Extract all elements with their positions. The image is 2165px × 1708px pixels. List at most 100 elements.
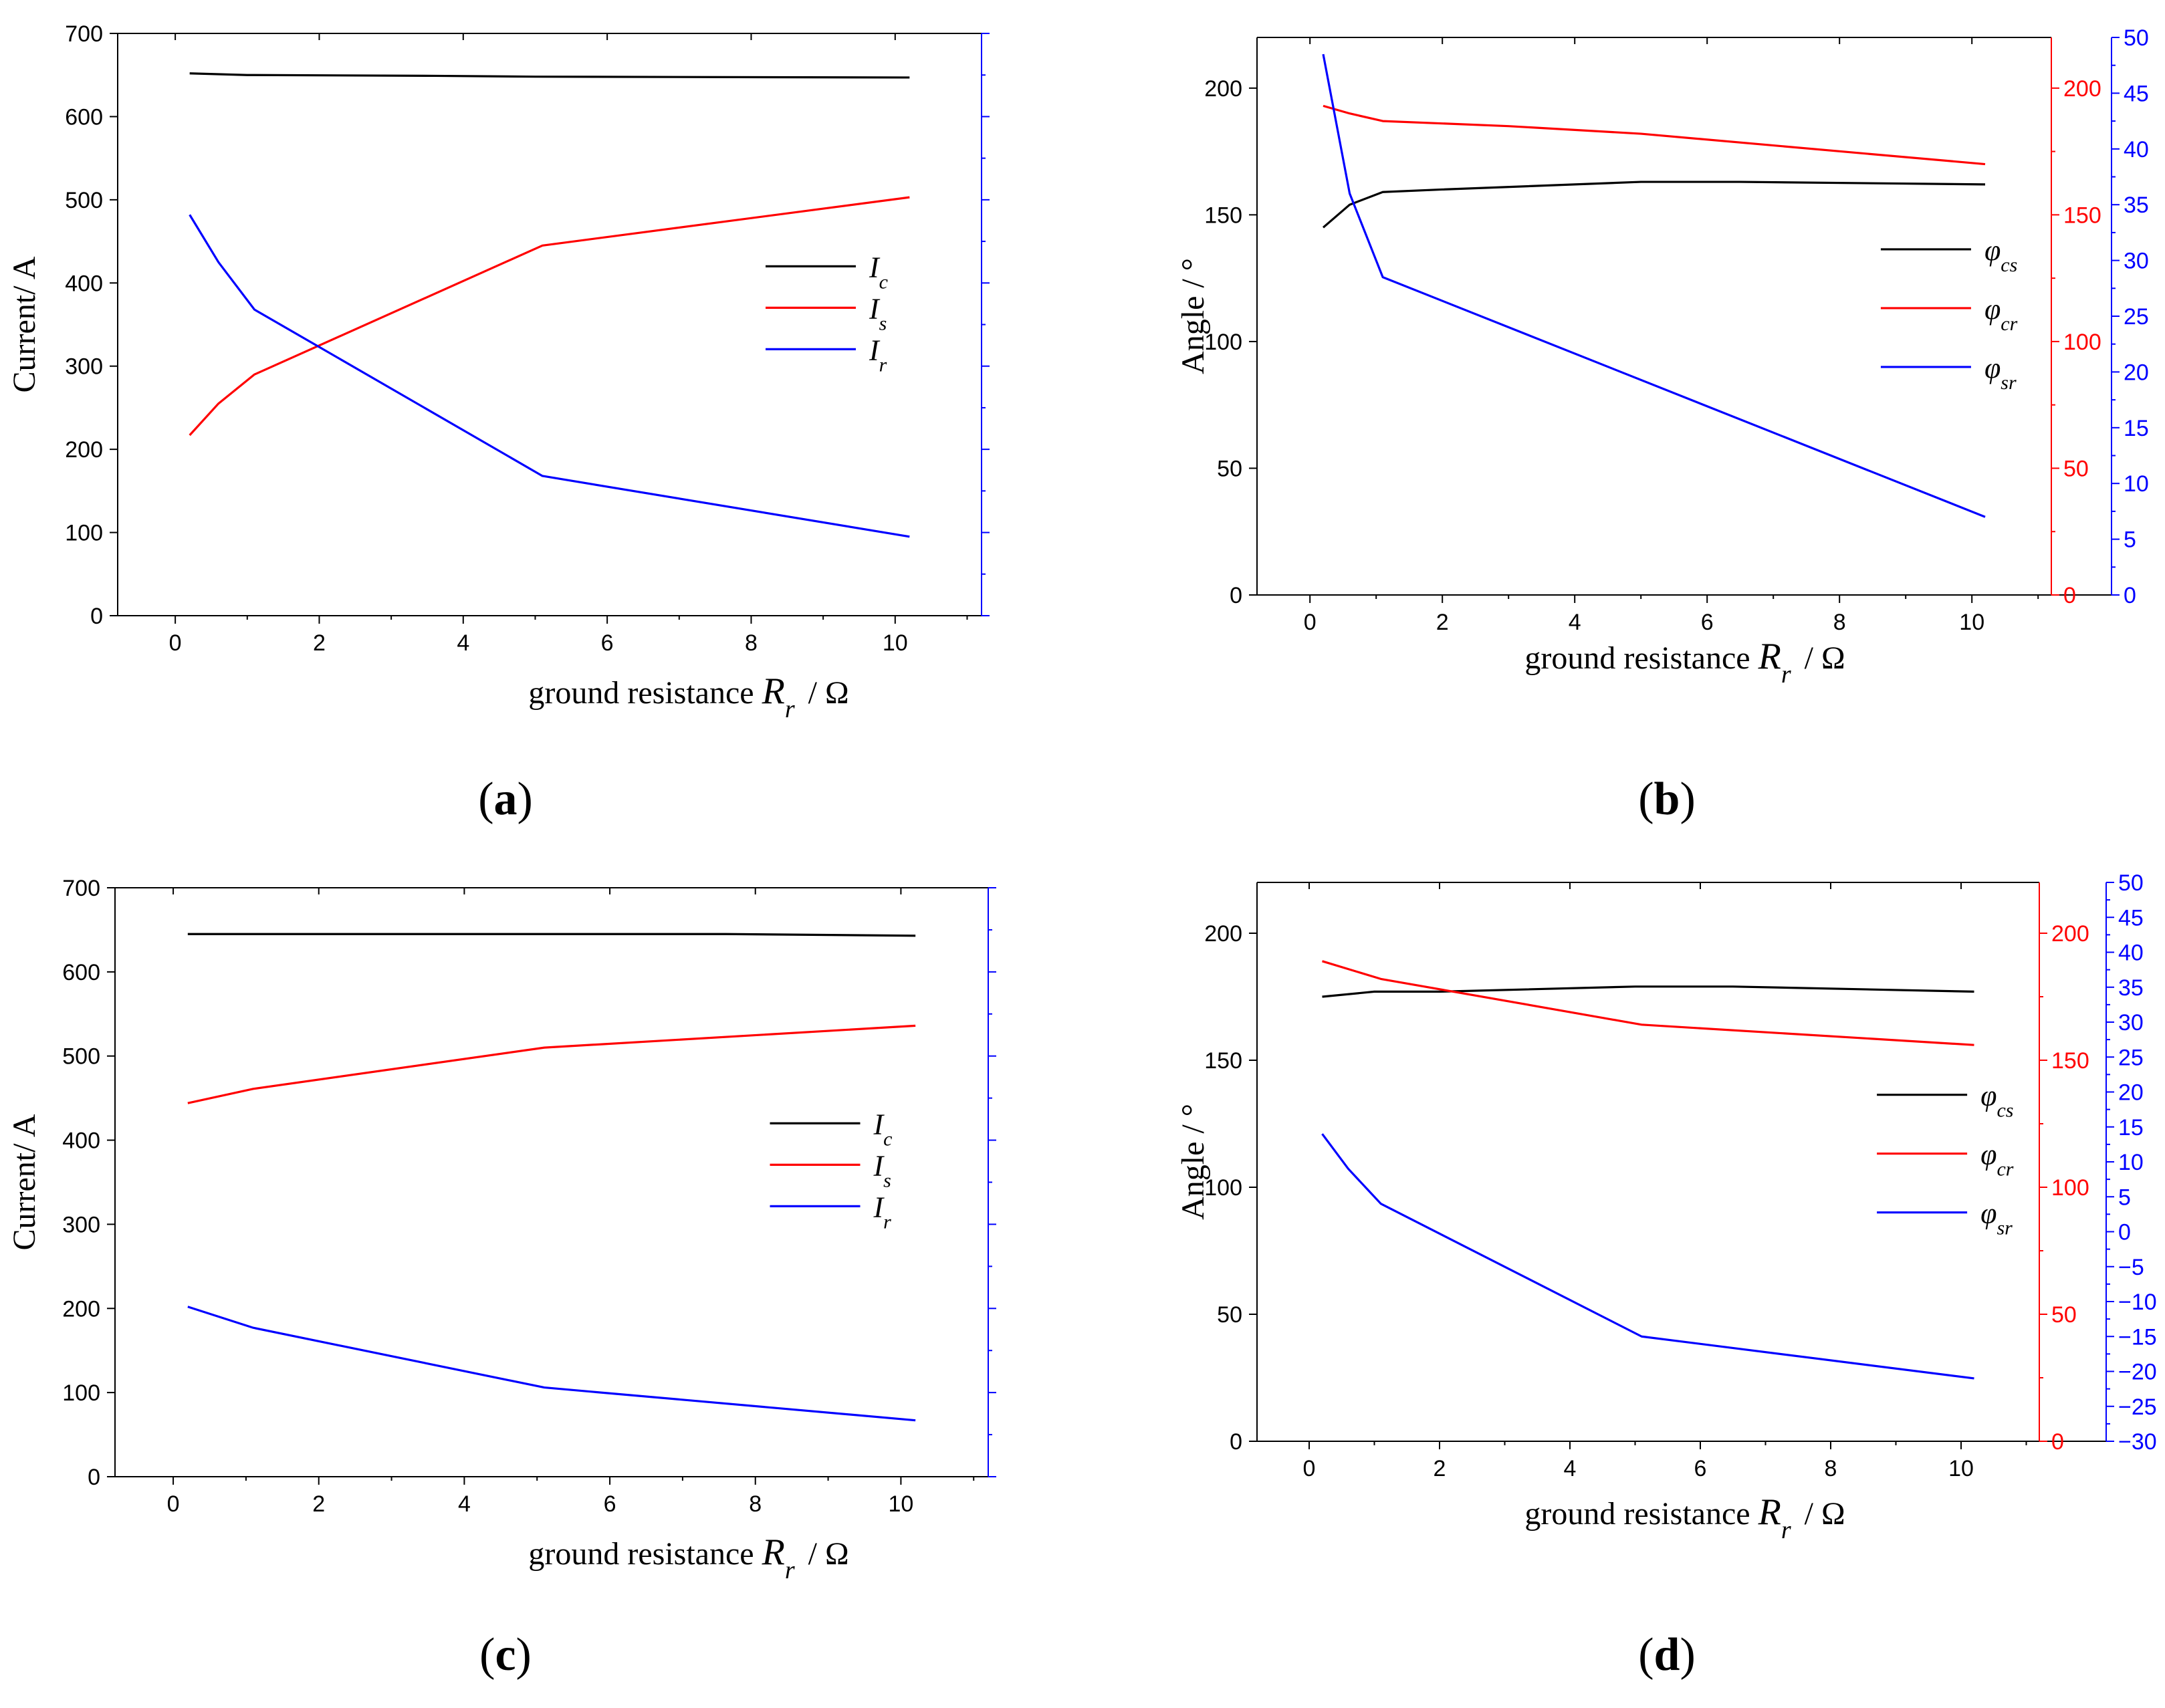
right-tick-label: 15 [2124, 416, 2149, 441]
x-axis-label: ground resistance Rr / Ω [528, 1532, 848, 1584]
right-tick-label: 200 [2063, 76, 2101, 102]
y-tick-label: 200 [1204, 921, 1242, 947]
x-tick-label: 2 [313, 630, 326, 656]
chart-d: 0 2 4 6 8 10050100150200050100150200−30−25−20… [1175, 870, 2157, 1681]
series-line-r [189, 214, 910, 538]
right-tick-label: 5 [2118, 1185, 2131, 1210]
right-tick-label: 45 [2118, 905, 2144, 931]
right-tick-label: 200 [2051, 921, 2089, 947]
y-axis-label: Angle / ° [1175, 258, 1211, 374]
y-tick-label: 600 [62, 960, 100, 985]
x-tick-label: 4 [458, 1491, 471, 1517]
x-tick-label: 6 [604, 1491, 616, 1517]
right-tick-label: 25 [2118, 1045, 2144, 1070]
y-tick-label: 150 [1204, 203, 1242, 228]
x-tick-label: 2 [312, 1491, 325, 1517]
x-tick-label: 8 [1825, 1456, 1837, 1481]
x-tick-label: 0 [1303, 1456, 1316, 1481]
legend-label-r: Ir [873, 1191, 892, 1233]
right-tick-label: 0 [2063, 583, 2076, 608]
y-tick-label: 700 [62, 876, 100, 901]
x-tick-label: 6 [601, 630, 614, 656]
x-tick-label: 10 [883, 630, 908, 656]
series-line-c [187, 933, 916, 937]
series-line-s [189, 196, 910, 437]
panel-caption: (a) [478, 773, 533, 825]
x-tick-label: 8 [745, 630, 758, 656]
right-tick-label: 100 [2051, 1175, 2089, 1201]
legend-label-sr: φsr [1980, 1197, 2013, 1239]
y-tick-label: 50 [1217, 456, 1242, 481]
right-tick-label: −20 [2118, 1360, 2157, 1385]
legend-label-c: Ic [873, 1108, 893, 1150]
right-tick-label: 5 [2124, 527, 2136, 553]
y-tick-label: 700 [65, 21, 103, 47]
x-tick-label: 10 [888, 1491, 913, 1517]
y-tick-label: 500 [65, 188, 103, 213]
right-tick-label: 150 [2051, 1048, 2089, 1074]
series-line-sr [1321, 1133, 1974, 1380]
panel-caption: (d) [1638, 1629, 1696, 1681]
x-tick-label: 10 [1959, 610, 1984, 635]
y-tick-label: 100 [62, 1380, 100, 1406]
x-axis-label: ground resistance Rr / Ω [1524, 636, 1845, 689]
x-tick-label: 0 [1304, 610, 1317, 635]
right-tick-label: 35 [2124, 193, 2149, 218]
y-tick-label: 500 [62, 1044, 100, 1070]
right-tick-label: −30 [2118, 1429, 2157, 1455]
chart-c: 0 2 4 6 8 100100200300400500600700IcIsIrgroun… [7, 876, 996, 1681]
x-tick-label: 4 [457, 630, 469, 656]
right-tick-label: 100 [2063, 330, 2101, 355]
panel-caption: (c) [479, 1629, 532, 1681]
x-tick-label: 4 [1569, 610, 1581, 635]
y-axis-label: Current/ A [7, 256, 42, 392]
y-tick-label: 100 [1204, 330, 1242, 355]
y-tick-label: 50 [1217, 1302, 1242, 1328]
right-tick-label: 20 [2124, 360, 2149, 385]
right-tick-label: 25 [2124, 304, 2149, 330]
right-tick-label: 30 [2124, 249, 2149, 274]
series-line-c [189, 72, 910, 79]
right-tick-label: 0 [2051, 1429, 2064, 1455]
chart-a: 0 2 4 6 8 100100200300400500600700IcIsIrgroun… [7, 21, 990, 825]
right-tick-label: −15 [2118, 1324, 2157, 1350]
y-tick-label: 0 [88, 1465, 100, 1490]
right-tick-label: 50 [2118, 870, 2144, 896]
right-tick-label: 50 [2124, 25, 2149, 51]
y-tick-label: 400 [62, 1128, 100, 1154]
legend-label-sr: φsr [1984, 352, 2017, 394]
series-line-s [187, 1024, 916, 1104]
right-tick-label: 35 [2118, 975, 2144, 1001]
x-tick-label: 0 [167, 1491, 180, 1517]
x-tick-label: 4 [1564, 1456, 1577, 1481]
x-tick-label: 6 [1694, 1456, 1707, 1481]
right-tick-label: 10 [2118, 1150, 2144, 1175]
legend-label-s: Is [873, 1149, 891, 1191]
right-tick-label: −25 [2118, 1394, 2157, 1420]
y-tick-label: 0 [90, 604, 103, 629]
right-tick-label: 40 [2124, 137, 2149, 162]
y-tick-label: 200 [65, 437, 103, 463]
series-line-r [187, 1306, 916, 1422]
legend-label-cs: φcs [1984, 234, 2017, 276]
x-tick-label: 10 [1948, 1456, 1974, 1481]
y-tick-label: 150 [1204, 1048, 1242, 1074]
y-tick-label: 100 [65, 521, 103, 546]
right-tick-label: 20 [2118, 1080, 2144, 1106]
legend-label-cr: φcr [1980, 1138, 2014, 1181]
series-line-cs [1322, 985, 1974, 998]
series-line-cs [1322, 180, 1986, 229]
y-tick-label: 200 [1204, 76, 1242, 102]
right-tick-label: 150 [2063, 203, 2101, 228]
y-axis-label: Current/ A [7, 1114, 42, 1250]
y-tick-label: 0 [1230, 583, 1242, 608]
y-tick-label: 0 [1230, 1429, 1242, 1455]
y-tick-label: 400 [65, 271, 103, 296]
right-tick-label: 50 [2051, 1302, 2077, 1328]
x-tick-label: 0 [169, 630, 182, 656]
right-tick-label: 50 [2063, 456, 2089, 481]
x-tick-label: 6 [1701, 610, 1714, 635]
chart-b: 0 2 4 6 8 10050100150200050100150200051015202… [1175, 25, 2149, 825]
legend-label-c: Ic [869, 251, 888, 293]
